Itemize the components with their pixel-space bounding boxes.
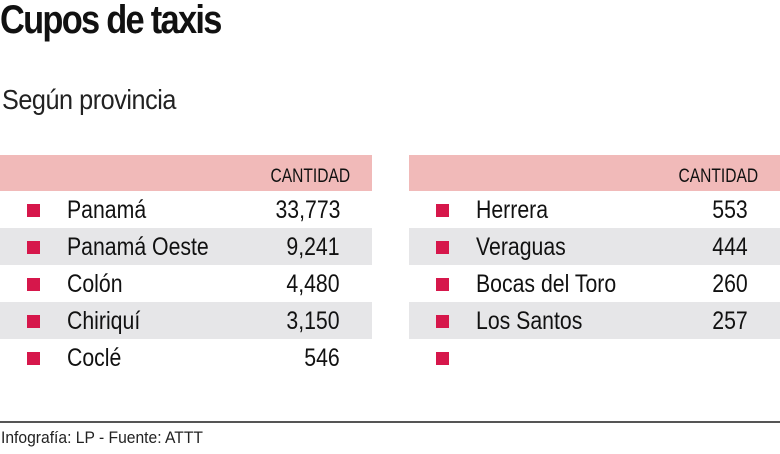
table-row: Colón 4,480	[0, 265, 372, 302]
table-row: Veraguas 444	[409, 228, 780, 265]
square-bullet-icon	[436, 278, 449, 291]
square-bullet-icon	[27, 315, 40, 328]
square-bullet-icon	[436, 204, 449, 217]
table-row: Panamá Oeste 9,241	[0, 228, 372, 265]
square-bullet-icon	[27, 278, 40, 291]
column-header-cantidad: CANTIDAD	[678, 166, 758, 187]
source-credit: Infografía: LP - Fuente: ATTT	[1, 428, 203, 447]
table-header: CANTIDAD	[409, 155, 780, 191]
square-bullet-icon	[27, 352, 40, 365]
province-name: Panamá Oeste	[67, 233, 209, 261]
province-name: Colón	[67, 270, 123, 298]
square-bullet-icon	[436, 352, 449, 365]
quota-value: 3,150	[286, 307, 340, 335]
table-row: Bocas del Toro 260	[409, 265, 780, 302]
square-bullet-icon	[436, 315, 449, 328]
quota-value: 4,480	[286, 270, 340, 298]
table-row: Herrera 553	[409, 191, 780, 228]
column-header-cantidad: CANTIDAD	[270, 166, 350, 187]
square-bullet-icon	[27, 204, 40, 217]
table-header: CANTIDAD	[0, 155, 372, 191]
province-name: Los Santos	[476, 307, 583, 335]
square-bullet-icon	[436, 241, 449, 254]
quota-value: 257	[712, 307, 748, 335]
quota-value: 546	[304, 344, 340, 372]
quota-value: 444	[712, 233, 748, 261]
province-name: Herrera	[476, 196, 549, 224]
quota-value: 33,773	[275, 196, 340, 224]
quota-value: 553	[712, 196, 748, 224]
page-title: Cupos de taxis	[0, 0, 222, 42]
table-row: Panamá 33,773	[0, 191, 372, 228]
square-bullet-icon	[27, 241, 40, 254]
footer-divider	[0, 421, 780, 423]
subtitle: Según provincia	[2, 84, 176, 115]
table-row	[409, 339, 780, 376]
table-row: Coclé 546	[0, 339, 372, 376]
quota-value: 9,241	[286, 233, 340, 261]
province-name: Bocas del Toro	[476, 270, 617, 298]
right-table: CANTIDAD Herrera 553 Veraguas 444 Bocas de…	[409, 155, 780, 376]
province-name: Panamá	[67, 196, 147, 224]
province-name: Veraguas	[476, 233, 566, 261]
quota-value: 260	[712, 270, 748, 298]
province-name: Coclé	[67, 344, 122, 372]
table-row: Chiriquí 3,150	[0, 302, 372, 339]
province-name: Chiriquí	[67, 307, 141, 335]
left-table: CANTIDAD Panamá 33,773 Panamá Oeste 9,241 …	[0, 155, 372, 376]
table-row: Los Santos 257	[409, 302, 780, 339]
